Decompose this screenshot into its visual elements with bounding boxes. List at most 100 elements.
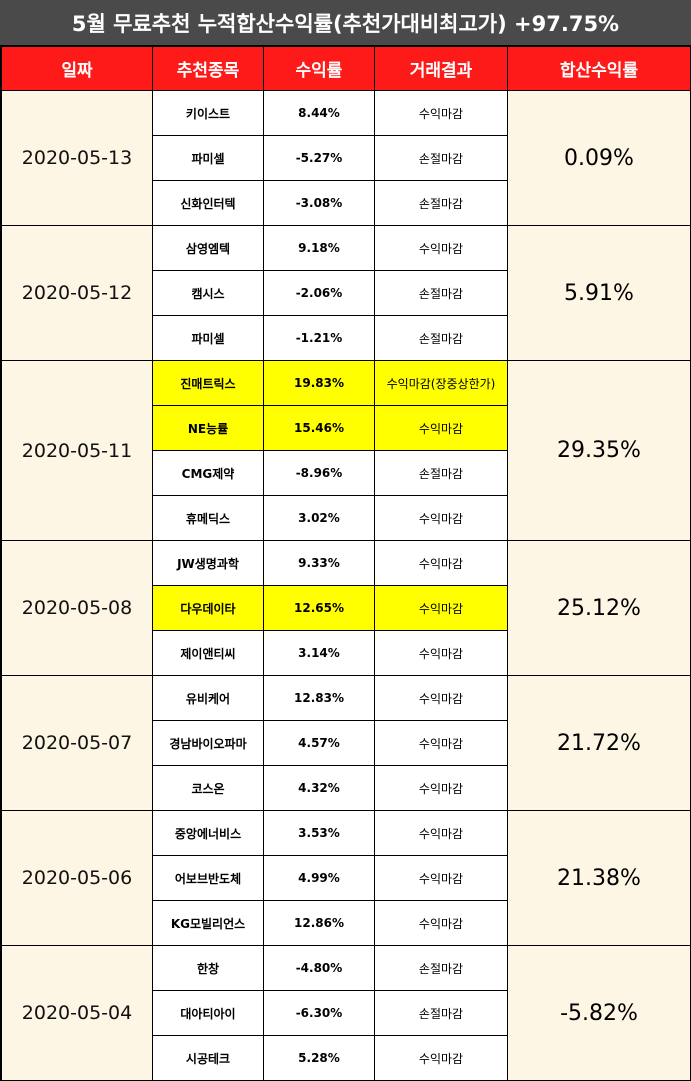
stock-name-cell: KG모빌리언스	[152, 900, 264, 946]
stock-name-cell: 시공테크	[152, 1035, 264, 1081]
date-cell: 2020-05-04	[1, 945, 153, 1081]
date-cell: 2020-05-06	[1, 810, 153, 946]
result-cell: 손절마감	[374, 315, 508, 361]
table-row: 파미셀 -1.21% 손절마감	[2, 315, 691, 361]
yield-cell: -8.96%	[263, 450, 375, 496]
result-cell: 수익마감	[374, 855, 508, 901]
table-row: 파미셀 -5.27% 손절마감	[2, 135, 691, 181]
table-row: 2020-05-11 진매트릭스 19.83% 수익마감(장중상한가) 29.35%	[1, 360, 691, 541]
table-row: 경남바이오파마 4.57% 수익마감	[2, 720, 691, 766]
result-cell: 수익마감	[374, 675, 508, 721]
stock-name-cell: CMG제약	[152, 450, 264, 496]
table-row: 신화인터텍 -3.08% 손절마감	[2, 180, 691, 226]
yield-cell: 3.02%	[263, 495, 375, 541]
stock-name-cell: 어보브반도체	[152, 855, 264, 901]
date-cell: 2020-05-12	[1, 225, 153, 361]
yield-cell: 5.28%	[263, 1035, 375, 1081]
table-row: 시공테크 5.28% 수익마감	[2, 1035, 691, 1081]
date-cell: 2020-05-11	[1, 360, 153, 541]
yield-cell: 3.53%	[263, 810, 375, 856]
header-result: 거래결과	[374, 46, 508, 91]
header-row: 일짜 추천종목 수익률 거래결과 합산수익률	[1, 46, 691, 91]
table-row: 2020-05-13 키이스트 8.44% 수익마감 0.09%	[1, 90, 691, 226]
stock-name-cell: 중앙에너비스	[152, 810, 264, 856]
header-yield: 수익률	[263, 46, 375, 91]
table-row: 2020-05-12 삼영엠텍 9.18% 수익마감 5.91%	[1, 225, 691, 361]
total-return-cell: 21.38%	[507, 810, 691, 946]
header-date: 일짜	[1, 46, 153, 91]
page-title: 5월 무료추천 누적합산수익률(추천가대비최고가) +97.75%	[0, 0, 691, 45]
table-row: 코스온 4.32% 수익마감	[2, 765, 691, 811]
yield-cell: 19.83%	[263, 360, 375, 406]
returns-table: 일짜 추천종목 수익률 거래결과 합산수익률 2020-05-13 키이스트 8.4…	[1, 46, 691, 1081]
result-cell: 손절마감	[374, 990, 508, 1036]
result-cell: 수익마감	[374, 495, 508, 541]
table-row: 2020-05-06 중앙에너비스 3.53% 수익마감 21.38%	[1, 810, 691, 946]
stock-name-cell: 파미셀	[152, 315, 264, 361]
result-cell: 수익마감	[374, 585, 508, 631]
result-cell: 수익마감	[374, 405, 508, 451]
result-cell: 손절마감	[374, 180, 508, 226]
result-cell: 수익마감	[374, 540, 508, 586]
stock-name-cell: 삼영엠텍	[152, 225, 264, 271]
yield-cell: 4.32%	[263, 765, 375, 811]
result-cell: 수익마감	[374, 225, 508, 271]
table-row: CMG제약 -8.96% 손절마감	[2, 450, 691, 496]
stock-name-cell: 코스온	[152, 765, 264, 811]
stock-name-cell: 신화인터텍	[152, 180, 264, 226]
result-cell: 수익마감	[374, 810, 508, 856]
result-cell: 손절마감	[374, 135, 508, 181]
table-row: 제이앤티씨 3.14% 수익마감	[2, 630, 691, 676]
table-row: 2020-05-07 유비케어 12.83% 수익마감 21.72%	[1, 675, 691, 811]
yield-cell: 9.33%	[263, 540, 375, 586]
table-row: 대아티아이 -6.30% 손절마감	[2, 990, 691, 1036]
yield-cell: 4.99%	[263, 855, 375, 901]
date-cell: 2020-05-08	[1, 540, 153, 676]
result-cell: 수익마감	[374, 630, 508, 676]
table-row: 휴메딕스 3.02% 수익마감	[2, 495, 691, 541]
table-row: 2020-05-04 한창 -4.80% 손절마감 -5.82%	[1, 945, 691, 1081]
stock-name-cell: 휴메딕스	[152, 495, 264, 541]
yield-cell: 12.83%	[263, 675, 375, 721]
total-return-cell: 21.72%	[507, 675, 691, 811]
result-cell: 수익마감	[374, 1035, 508, 1081]
stock-name-cell: 유비케어	[152, 675, 264, 721]
yield-cell: 3.14%	[263, 630, 375, 676]
yield-cell: -6.30%	[263, 990, 375, 1036]
stock-name-cell: 경남바이오파마	[152, 720, 264, 766]
yield-cell: 8.44%	[263, 90, 375, 136]
table-row: 어보브반도체 4.99% 수익마감	[2, 855, 691, 901]
result-cell: 수익마감	[374, 765, 508, 811]
table-row: 2020-05-08 JW생명과학 9.33% 수익마감 25.12%	[1, 540, 691, 676]
result-cell: 수익마감(장중상한가)	[374, 360, 508, 406]
yield-cell: -4.80%	[263, 945, 375, 991]
result-cell: 손절마감	[374, 270, 508, 316]
stock-name-cell: 제이앤티씨	[152, 630, 264, 676]
table-row: NE능률 15.46% 수익마감	[2, 405, 691, 451]
stock-name-cell: 키이스트	[152, 90, 264, 136]
yield-cell: 12.86%	[263, 900, 375, 946]
table-row: 다우데이타 12.65% 수익마감	[2, 585, 691, 631]
result-cell: 수익마감	[374, 90, 508, 136]
stock-name-cell: JW생명과학	[152, 540, 264, 586]
result-cell: 수익마감	[374, 720, 508, 766]
header-stock: 추천종목	[152, 46, 264, 91]
stock-name-cell: 캠시스	[152, 270, 264, 316]
total-return-cell: 5.91%	[507, 225, 691, 361]
total-return-cell: 25.12%	[507, 540, 691, 676]
table-row: KG모빌리언스 12.86% 수익마감	[2, 900, 691, 946]
yield-cell: 9.18%	[263, 225, 375, 271]
result-cell: 손절마감	[374, 945, 508, 991]
yield-cell: 12.65%	[263, 585, 375, 631]
result-cell: 수익마감	[374, 900, 508, 946]
stock-name-cell: 다우데이타	[152, 585, 264, 631]
header-total: 합산수익률	[507, 46, 691, 91]
yield-cell: 4.57%	[263, 720, 375, 766]
stock-name-cell: 파미셀	[152, 135, 264, 181]
yield-cell: -1.21%	[263, 315, 375, 361]
date-cell: 2020-05-13	[1, 90, 153, 226]
table-body: 2020-05-13 키이스트 8.44% 수익마감 0.09% 파미셀 -5.27% 손절마…	[1, 90, 691, 1081]
total-return-cell: -5.82%	[507, 945, 691, 1081]
yield-cell: 15.46%	[263, 405, 375, 451]
